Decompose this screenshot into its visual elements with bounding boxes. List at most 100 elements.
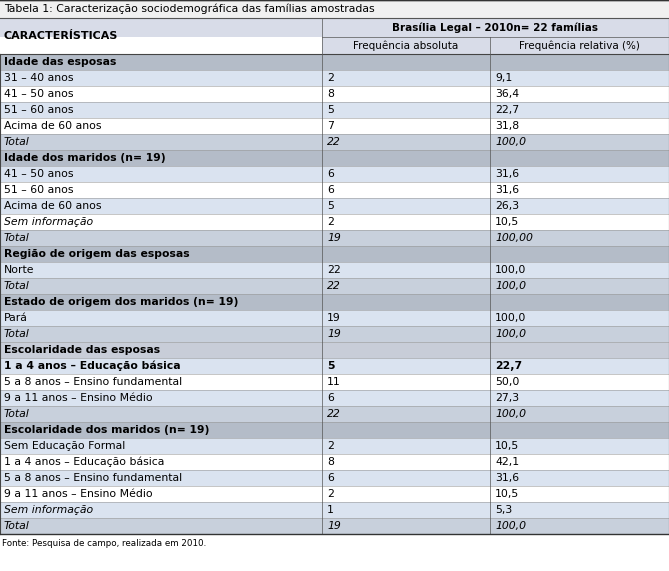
Bar [0, 390, 669, 406]
Bar [322, 18, 669, 37]
Bar [0, 150, 669, 166]
Text: 31,6: 31,6 [495, 473, 519, 483]
Text: Total: Total [4, 137, 29, 147]
Text: 7: 7 [327, 121, 334, 131]
Bar [0, 166, 669, 182]
Text: 10,5: 10,5 [495, 489, 519, 499]
Bar [0, 374, 669, 390]
Bar [0, 358, 669, 374]
Text: Escolaridade das esposas: Escolaridade das esposas [4, 345, 160, 355]
Text: Tabela 1: Caracterização sociodemográfica das famílias amostradas: Tabela 1: Caracterização sociodemográfic… [4, 4, 375, 14]
Text: 22,7: 22,7 [495, 361, 522, 371]
Bar [0, 54, 669, 70]
Text: 10,5: 10,5 [495, 217, 519, 227]
Bar [322, 37, 669, 54]
Text: 100,0: 100,0 [495, 137, 526, 147]
Text: Acima de 60 anos: Acima de 60 anos [4, 201, 102, 211]
Text: 2: 2 [327, 441, 334, 451]
Text: 31,6: 31,6 [495, 185, 519, 195]
Bar [0, 0, 669, 18]
Text: 2: 2 [327, 489, 334, 499]
Bar [0, 70, 669, 86]
Text: 6: 6 [327, 169, 334, 179]
Text: 27,3: 27,3 [495, 393, 519, 403]
Bar [0, 262, 669, 278]
Text: 100,0: 100,0 [495, 409, 526, 419]
Bar [0, 406, 669, 422]
Text: 1 a 4 anos – Educação básica: 1 a 4 anos – Educação básica [4, 361, 181, 371]
Text: 41 – 50 anos: 41 – 50 anos [4, 89, 74, 99]
Text: Pará: Pará [4, 313, 28, 323]
Text: Total: Total [4, 329, 29, 339]
Text: 31,8: 31,8 [495, 121, 519, 131]
Text: 9,1: 9,1 [495, 73, 512, 83]
Text: Região de origem das esposas: Região de origem das esposas [4, 249, 189, 259]
Bar [0, 134, 669, 150]
Text: 100,00: 100,00 [495, 233, 533, 243]
Text: 50,0: 50,0 [495, 377, 519, 387]
Text: Idade dos maridos (n= 19): Idade dos maridos (n= 19) [4, 153, 166, 163]
Text: 22: 22 [327, 409, 341, 419]
Text: 6: 6 [327, 185, 334, 195]
Text: 36,4: 36,4 [495, 89, 519, 99]
Text: 9 a 11 anos – Ensino Médio: 9 a 11 anos – Ensino Médio [4, 489, 153, 499]
Bar [0, 422, 669, 438]
Text: 100,0: 100,0 [495, 265, 527, 275]
Bar [0, 278, 669, 294]
Text: 11: 11 [327, 377, 341, 387]
Bar [0, 518, 669, 534]
Text: 9 a 11 anos – Ensino Médio: 9 a 11 anos – Ensino Médio [4, 393, 153, 403]
Text: Total: Total [4, 409, 29, 419]
Text: 6: 6 [327, 393, 334, 403]
Text: 19: 19 [327, 233, 341, 243]
Text: Escolaridade dos maridos (n= 19): Escolaridade dos maridos (n= 19) [4, 425, 209, 435]
Text: Fonte: Pesquisa de campo, realizada em 2010.: Fonte: Pesquisa de campo, realizada em 2… [2, 538, 206, 548]
Text: Frequência relativa (%): Frequência relativa (%) [518, 40, 640, 51]
Text: 41 – 50 anos: 41 – 50 anos [4, 169, 74, 179]
Text: 51 – 60 anos: 51 – 60 anos [4, 185, 74, 195]
Text: Brasília Legal – 2010n= 22 famílias: Brasília Legal – 2010n= 22 famílias [392, 22, 598, 33]
Bar [0, 502, 669, 518]
Bar [0, 310, 669, 326]
Text: Frequência absoluta: Frequência absoluta [353, 40, 459, 51]
Text: 22: 22 [327, 265, 341, 275]
Text: Norte: Norte [4, 265, 35, 275]
Bar [0, 246, 669, 262]
Text: 100,0: 100,0 [495, 329, 526, 339]
Text: 5: 5 [327, 201, 334, 211]
Bar [0, 214, 669, 230]
Text: 51 – 60 anos: 51 – 60 anos [4, 105, 74, 115]
Bar [0, 294, 669, 310]
Text: 6: 6 [327, 473, 334, 483]
Text: 22,7: 22,7 [495, 105, 519, 115]
Text: Sem informação: Sem informação [4, 217, 93, 227]
Bar [0, 18, 669, 37]
Bar [0, 454, 669, 470]
Text: 2: 2 [327, 73, 334, 83]
Bar [0, 438, 669, 454]
Text: 8: 8 [327, 457, 334, 467]
Text: Total: Total [4, 521, 29, 531]
Text: 100,0: 100,0 [495, 521, 526, 531]
Text: Idade das esposas: Idade das esposas [4, 57, 116, 67]
Text: 5: 5 [327, 105, 334, 115]
Text: Acima de 60 anos: Acima de 60 anos [4, 121, 102, 131]
Bar [0, 470, 669, 486]
Text: 2: 2 [327, 217, 334, 227]
Text: Total: Total [4, 233, 29, 243]
Text: 5,3: 5,3 [495, 505, 512, 515]
Text: Estado de origem dos maridos (n= 19): Estado de origem dos maridos (n= 19) [4, 297, 238, 307]
Text: 26,3: 26,3 [495, 201, 519, 211]
Text: 19: 19 [327, 329, 341, 339]
Text: 31 – 40 anos: 31 – 40 anos [4, 73, 74, 83]
Text: 42,1: 42,1 [495, 457, 519, 467]
Text: 22: 22 [327, 281, 341, 291]
Bar [0, 198, 669, 214]
Text: 8: 8 [327, 89, 334, 99]
Text: Total: Total [4, 281, 29, 291]
Text: 100,0: 100,0 [495, 281, 526, 291]
Text: 22: 22 [327, 137, 341, 147]
Text: Sem informação: Sem informação [4, 505, 93, 515]
Bar [0, 182, 669, 198]
Text: 10,5: 10,5 [495, 441, 519, 451]
